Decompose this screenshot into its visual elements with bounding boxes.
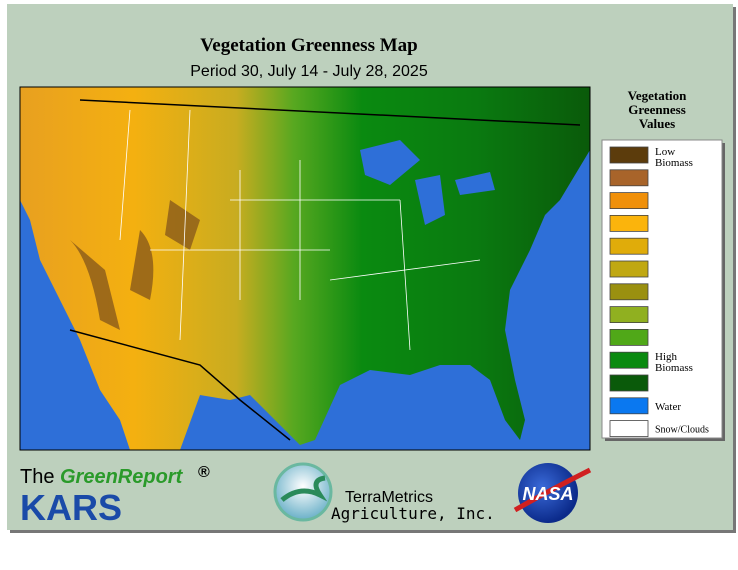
map-subtitle: Period 30, July 14 - July 28, 2025 bbox=[190, 63, 428, 80]
legend-swatch bbox=[609, 192, 649, 210]
legend-swatch bbox=[609, 397, 649, 415]
legend-swatch bbox=[609, 374, 649, 392]
map-frame bbox=[19, 86, 591, 451]
legend-swatch bbox=[609, 260, 649, 278]
land bbox=[20, 87, 590, 450]
legend-title-line: Greenness bbox=[628, 102, 686, 117]
legend-label: Snow/Clouds bbox=[655, 425, 709, 436]
state-lines bbox=[119, 109, 481, 351]
brand-name: GreenReport bbox=[60, 466, 184, 488]
legend-label: Low Biomass bbox=[655, 146, 693, 169]
legend-title-line: Vegetation bbox=[628, 88, 688, 103]
map bbox=[19, 86, 591, 451]
legend-swatch bbox=[609, 328, 649, 346]
legend-swatch bbox=[609, 146, 649, 164]
legend-swatch bbox=[609, 214, 649, 232]
legend-swatch bbox=[609, 351, 649, 369]
legend-swatch bbox=[609, 306, 649, 324]
legend-swatch bbox=[609, 237, 649, 255]
legend-swatch bbox=[609, 169, 649, 187]
legend-label: High Biomass bbox=[655, 351, 693, 374]
great-lakes bbox=[360, 140, 495, 225]
dry-region bbox=[70, 200, 200, 330]
agency-name: NASA bbox=[522, 484, 573, 504]
legend: Low Biomass High Biomass Water Snow/Clouds bbox=[609, 146, 709, 438]
legend-label: Water bbox=[655, 401, 681, 413]
legend-swatch bbox=[609, 420, 649, 438]
legend-swatch bbox=[609, 283, 649, 301]
brand-mark: ® bbox=[198, 464, 210, 481]
border bbox=[69, 99, 581, 441]
brand-org: KARS bbox=[20, 487, 122, 528]
brand-prefix: The bbox=[20, 466, 54, 488]
partner-logo-mark bbox=[280, 475, 328, 502]
partner-line1: TerraMetrics bbox=[345, 489, 433, 506]
map-title: Vegetation Greenness Map bbox=[200, 35, 417, 56]
agency-swoosh bbox=[513, 467, 592, 513]
partner-line2: Agriculture, Inc. bbox=[331, 504, 495, 523]
legend-title-line: Values bbox=[639, 116, 675, 131]
